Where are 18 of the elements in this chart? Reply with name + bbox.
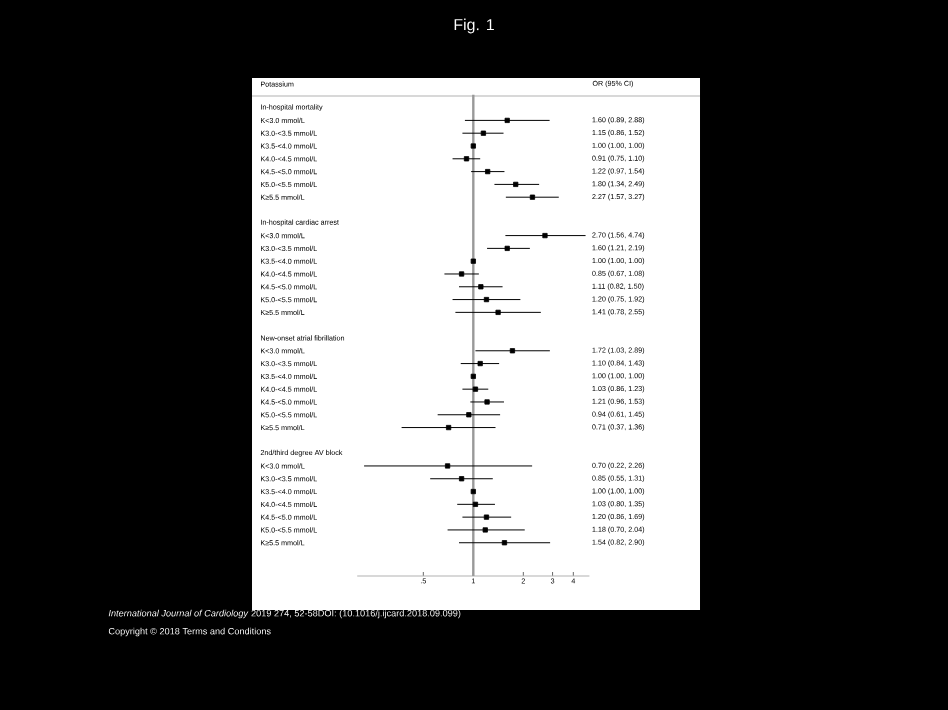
point — [501, 540, 508, 546]
point — [483, 296, 490, 303]
point — [480, 130, 486, 136]
point — [513, 181, 519, 187]
point — [483, 514, 490, 520]
point — [485, 168, 491, 175]
point — [504, 245, 510, 251]
point — [463, 156, 470, 162]
point — [495, 309, 501, 315]
point — [466, 412, 472, 418]
point — [482, 527, 488, 533]
point — [509, 348, 516, 354]
point — [478, 284, 484, 290]
point — [472, 501, 479, 507]
point — [484, 399, 490, 405]
point — [477, 360, 483, 367]
point — [472, 386, 479, 392]
point — [504, 117, 510, 123]
